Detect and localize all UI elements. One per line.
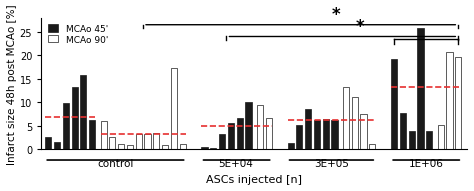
Bar	[409, 131, 415, 150]
Bar	[257, 105, 263, 150]
Bar	[438, 126, 444, 150]
Bar	[323, 119, 329, 150]
Bar	[63, 104, 69, 150]
Bar	[127, 145, 133, 150]
Bar	[360, 114, 366, 150]
Bar	[246, 103, 252, 150]
Bar	[228, 123, 234, 150]
Bar	[210, 148, 217, 150]
Bar	[219, 134, 225, 150]
Bar	[54, 143, 60, 150]
Bar	[145, 134, 151, 150]
Bar	[343, 87, 349, 150]
Bar	[455, 58, 461, 150]
Legend: MCAo 45', MCAo 90': MCAo 45', MCAo 90'	[46, 23, 110, 46]
Bar	[296, 126, 302, 150]
Bar	[352, 97, 358, 150]
Bar	[201, 147, 208, 150]
Bar	[109, 137, 116, 150]
Bar	[153, 133, 159, 150]
Bar	[400, 113, 406, 150]
Bar	[80, 76, 86, 150]
Bar	[45, 137, 51, 150]
Bar	[237, 119, 243, 150]
Bar	[314, 120, 320, 150]
Bar	[89, 121, 95, 150]
Bar	[162, 145, 168, 150]
X-axis label: ASCs injected [n]: ASCs injected [n]	[206, 174, 302, 184]
Bar	[136, 134, 142, 150]
Bar	[288, 143, 294, 150]
Bar	[391, 60, 397, 150]
Bar	[180, 144, 186, 150]
Bar	[265, 118, 272, 150]
Bar	[118, 144, 124, 150]
Bar	[369, 145, 375, 150]
Text: *: *	[356, 18, 364, 36]
Bar	[171, 69, 177, 150]
Bar	[331, 120, 337, 150]
Bar	[305, 109, 311, 150]
Bar	[100, 121, 107, 150]
Y-axis label: Infarct size 48h post MCAo [%]: Infarct size 48h post MCAo [%]	[7, 4, 17, 164]
Bar	[72, 87, 78, 150]
Bar	[426, 131, 432, 150]
Bar	[418, 28, 424, 150]
Text: *: *	[331, 6, 340, 24]
Bar	[447, 52, 453, 150]
